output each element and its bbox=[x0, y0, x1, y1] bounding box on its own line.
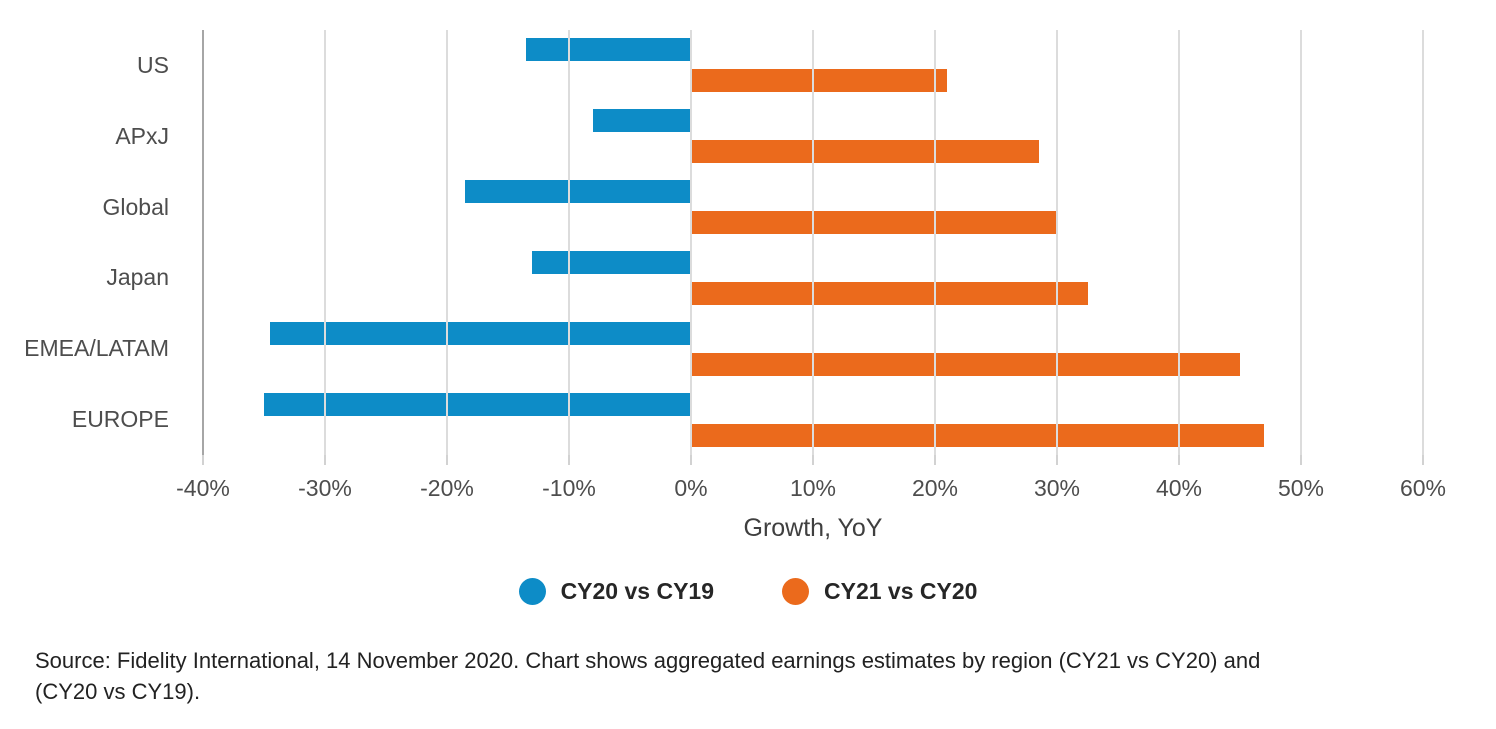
tick-mark bbox=[1056, 455, 1058, 465]
legend-item-cy20: CY20 vs CY19 bbox=[518, 578, 714, 605]
category-label-global: Global bbox=[102, 193, 169, 220]
bar-cy20-apxj bbox=[593, 109, 691, 133]
bar-row-emealatam bbox=[203, 313, 1423, 384]
tick-label--40: -40% bbox=[176, 475, 230, 501]
category-label-us: US bbox=[137, 51, 169, 78]
tick-label-50: 50% bbox=[1277, 475, 1325, 501]
bar-cy20-global bbox=[465, 180, 691, 204]
tick-label-20: 20% bbox=[911, 475, 959, 501]
category-label-emealatam: EMEA/LATAM bbox=[24, 335, 169, 362]
bar-cy21-europe bbox=[691, 423, 1265, 447]
gridline bbox=[446, 30, 448, 455]
tick-label-10: 10% bbox=[789, 475, 837, 501]
category-labels: US APxJ Global Japan EMEA/LATAM EUROPE bbox=[0, 30, 187, 455]
tick-label--20: -20% bbox=[420, 475, 474, 501]
category-label-japan: Japan bbox=[106, 264, 169, 291]
tick-label-40: 40% bbox=[1155, 475, 1203, 501]
bar-cy21-emealatam bbox=[691, 352, 1240, 376]
x-axis: -40% -30% -20% -10% 0% 10% 20% 30% 40% 50% 60% bbox=[176, 455, 1446, 515]
gridline bbox=[812, 30, 814, 455]
tick-mark bbox=[1300, 455, 1302, 465]
gridline bbox=[934, 30, 936, 455]
category-label-apxj: APxJ bbox=[115, 122, 169, 149]
source-line-2: (CY20 vs CY19). bbox=[35, 678, 201, 704]
tick-mark bbox=[1178, 455, 1180, 465]
legend-dot-orange-icon bbox=[782, 578, 809, 605]
x-axis-title: Growth, YoY bbox=[743, 514, 883, 542]
category-label-europe: EUROPE bbox=[71, 406, 169, 433]
bar-row-europe bbox=[203, 384, 1423, 455]
bar-cy20-japan bbox=[532, 250, 691, 274]
bar-cy20-emealatam bbox=[270, 321, 691, 345]
tick-mark bbox=[324, 455, 326, 465]
bar-row-us bbox=[203, 30, 1423, 101]
gridline bbox=[1300, 30, 1302, 455]
bar-cy21-japan bbox=[691, 281, 1088, 305]
source-line-1: Source: Fidelity International, 14 Novem… bbox=[35, 648, 1261, 673]
tick-label-60: 60% bbox=[1399, 475, 1447, 501]
bar-cy21-global bbox=[691, 211, 1057, 235]
tick-label-0: 0% bbox=[674, 475, 708, 501]
bar-row-apxj bbox=[203, 101, 1423, 172]
gridline bbox=[690, 30, 692, 455]
tick-mark bbox=[812, 455, 814, 465]
legend-label-cy20: CY20 vs CY19 bbox=[560, 578, 714, 604]
tick-mark bbox=[568, 455, 570, 465]
bar-cy20-europe bbox=[264, 392, 691, 416]
gridline bbox=[1178, 30, 1180, 455]
bar-cy20-us bbox=[526, 38, 691, 62]
tick-mark bbox=[690, 455, 692, 465]
gridline bbox=[324, 30, 326, 455]
legend-label-cy21: CY21 vs CY20 bbox=[824, 578, 978, 604]
tick-mark bbox=[202, 455, 204, 465]
rows bbox=[203, 30, 1423, 455]
gridline bbox=[202, 30, 204, 455]
bar-row-japan bbox=[203, 242, 1423, 313]
tick-mark bbox=[446, 455, 448, 465]
plot-area bbox=[202, 30, 1424, 455]
tick-label-30: 30% bbox=[1033, 475, 1081, 501]
bar-cy21-us bbox=[691, 69, 948, 93]
bar-cy21-apxj bbox=[691, 140, 1039, 164]
bar-row-global bbox=[203, 172, 1423, 243]
tick-mark bbox=[1422, 455, 1424, 465]
gridline bbox=[1056, 30, 1058, 455]
gridline bbox=[568, 30, 570, 455]
legend-dot-blue-icon bbox=[518, 578, 546, 605]
tick-label--30: -30% bbox=[298, 475, 352, 501]
tick-label--10: -10% bbox=[542, 475, 596, 501]
tick-mark bbox=[934, 455, 936, 465]
legend: CY20 vs CY19 CY21 vs CY20 bbox=[0, 578, 1496, 605]
legend-item-cy21: CY21 vs CY20 bbox=[782, 578, 977, 605]
source-note: Source: Fidelity International, 14 Novem… bbox=[35, 646, 1455, 708]
gridline bbox=[1422, 30, 1424, 455]
